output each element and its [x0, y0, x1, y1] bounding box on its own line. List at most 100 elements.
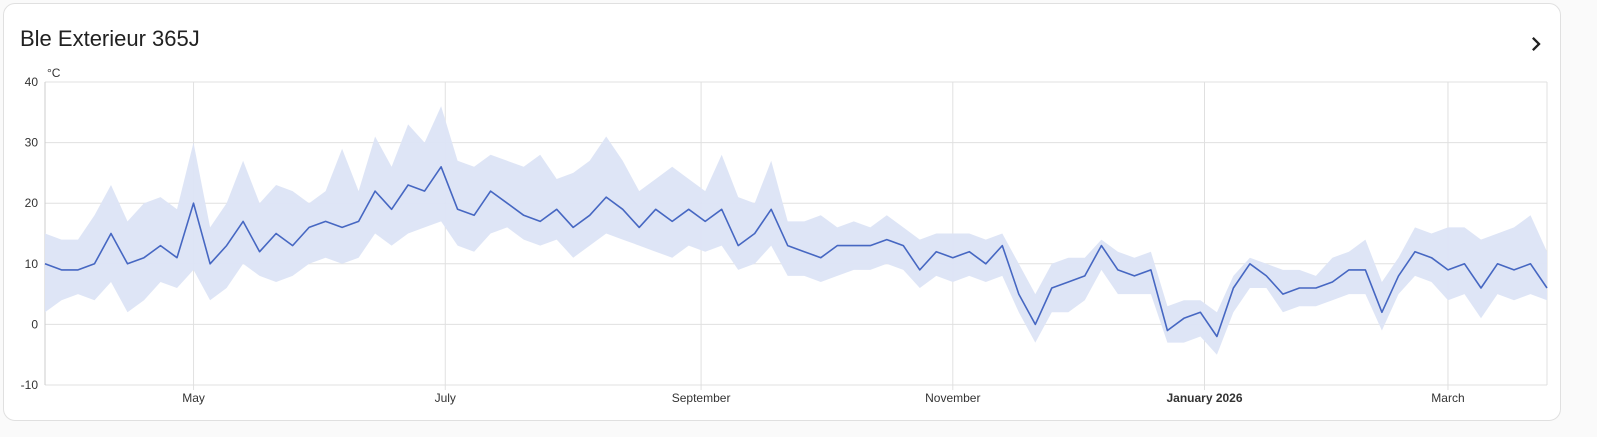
mean-point[interactable] — [1149, 268, 1153, 272]
mean-point[interactable] — [1083, 274, 1087, 278]
mean-point[interactable] — [736, 244, 740, 248]
mean-point[interactable] — [1165, 328, 1169, 332]
mean-point[interactable] — [307, 225, 311, 229]
mean-point[interactable] — [1363, 268, 1367, 272]
x-tick-label: May — [182, 391, 205, 405]
mean-point[interactable] — [175, 256, 179, 260]
mean-point[interactable] — [703, 219, 707, 223]
mean-point[interactable] — [142, 256, 146, 260]
mean-point[interactable] — [1099, 244, 1103, 248]
mean-point[interactable] — [868, 244, 872, 248]
mean-point[interactable] — [423, 189, 427, 193]
mean-point[interactable] — [1380, 310, 1384, 314]
mean-point[interactable] — [720, 207, 724, 211]
mean-point[interactable] — [1479, 286, 1483, 290]
mean-point[interactable] — [373, 189, 377, 193]
mean-point[interactable] — [505, 201, 509, 205]
mean-point[interactable] — [1281, 292, 1285, 296]
mean-point[interactable] — [1132, 274, 1136, 278]
mean-point[interactable] — [588, 213, 592, 217]
mean-point[interactable] — [1413, 250, 1417, 254]
mean-point[interactable] — [1512, 268, 1516, 272]
mean-point[interactable] — [555, 207, 559, 211]
mean-point[interactable] — [1446, 268, 1450, 272]
y-tick-label: 10 — [25, 257, 39, 271]
mean-point[interactable] — [984, 262, 988, 266]
mean-point[interactable] — [1528, 262, 1532, 266]
mean-point[interactable] — [159, 244, 163, 248]
mean-point[interactable] — [1330, 280, 1334, 284]
mean-point[interactable] — [43, 262, 47, 266]
mean-point[interactable] — [93, 262, 97, 266]
more-info-button[interactable] — [1522, 30, 1550, 58]
mean-point[interactable] — [1231, 286, 1235, 290]
mean-point[interactable] — [1050, 286, 1054, 290]
mean-point[interactable] — [769, 207, 773, 211]
mean-point[interactable] — [835, 244, 839, 248]
mean-point[interactable] — [390, 207, 394, 211]
mean-point[interactable] — [1545, 286, 1549, 290]
mean-point[interactable] — [885, 238, 889, 242]
mean-line — [44, 166, 1548, 338]
mean-point[interactable] — [126, 262, 130, 266]
mean-point[interactable] — [324, 219, 328, 223]
mean-point[interactable] — [489, 189, 493, 193]
mean-point[interactable] — [951, 256, 955, 260]
mean-point[interactable] — [1182, 316, 1186, 320]
mean-point[interactable] — [1248, 262, 1252, 266]
mean-point[interactable] — [670, 219, 674, 223]
mean-point[interactable] — [472, 213, 476, 217]
mean-point[interactable] — [456, 207, 460, 211]
mean-point[interactable] — [1066, 280, 1070, 284]
mean-point[interactable] — [406, 183, 410, 187]
mean-point[interactable] — [258, 250, 262, 254]
mean-point[interactable] — [538, 219, 542, 223]
mean-point[interactable] — [571, 225, 575, 229]
mean-point[interactable] — [687, 207, 691, 211]
mean-point[interactable] — [753, 232, 757, 236]
chevron-right-icon — [1532, 37, 1541, 51]
mean-point[interactable] — [786, 244, 790, 248]
mean-point[interactable] — [1198, 310, 1202, 314]
mean-point[interactable] — [852, 244, 856, 248]
mean-point[interactable] — [1116, 268, 1120, 272]
mean-point[interactable] — [340, 225, 344, 229]
mean-point[interactable] — [291, 244, 295, 248]
mean-point[interactable] — [274, 232, 278, 236]
mean-point[interactable] — [208, 262, 212, 266]
mean-point[interactable] — [1347, 268, 1351, 272]
mean-point[interactable] — [654, 207, 658, 211]
mean-point[interactable] — [901, 244, 905, 248]
mean-point[interactable] — [1396, 274, 1400, 278]
mean-point[interactable] — [621, 207, 625, 211]
mean-point[interactable] — [637, 225, 641, 229]
mean-point[interactable] — [918, 268, 922, 272]
mean-point[interactable] — [934, 250, 938, 254]
y-axis-unit: °C — [47, 66, 61, 80]
mean-point[interactable] — [1462, 262, 1466, 266]
mean-point[interactable] — [1297, 286, 1301, 290]
mean-point[interactable] — [60, 268, 64, 272]
x-tick-label: January 2026 — [1166, 391, 1242, 405]
mean-point[interactable] — [819, 256, 823, 260]
mean-point[interactable] — [1215, 335, 1219, 339]
mean-point[interactable] — [192, 201, 196, 205]
mean-point[interactable] — [225, 244, 229, 248]
mean-point[interactable] — [1495, 262, 1499, 266]
mean-point[interactable] — [439, 165, 443, 169]
mean-point[interactable] — [522, 213, 526, 217]
mean-point[interactable] — [109, 232, 113, 236]
mean-point[interactable] — [1017, 292, 1021, 296]
mean-point[interactable] — [604, 195, 608, 199]
mean-point[interactable] — [76, 268, 80, 272]
mean-point[interactable] — [1264, 274, 1268, 278]
mean-point[interactable] — [1000, 244, 1004, 248]
mean-point[interactable] — [241, 219, 245, 223]
mean-point[interactable] — [1314, 286, 1318, 290]
mean-point[interactable] — [1429, 256, 1433, 260]
mean-point[interactable] — [357, 219, 361, 223]
mean-point[interactable] — [967, 250, 971, 254]
mean-point[interactable] — [1033, 322, 1037, 326]
mean-point[interactable] — [802, 250, 806, 254]
